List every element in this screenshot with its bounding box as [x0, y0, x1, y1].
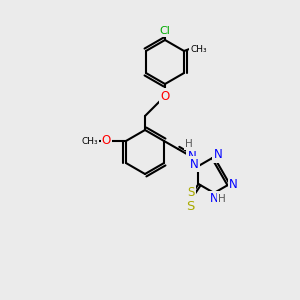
- Text: S: S: [186, 200, 195, 213]
- Text: O: O: [102, 134, 111, 148]
- Text: H: H: [185, 139, 193, 149]
- Text: O: O: [160, 89, 169, 103]
- Text: N: N: [214, 148, 222, 161]
- Text: H: H: [218, 194, 226, 204]
- Text: N: N: [190, 158, 199, 170]
- Text: S: S: [187, 186, 194, 199]
- Text: CH₃: CH₃: [81, 136, 98, 146]
- Text: N: N: [188, 151, 197, 164]
- Text: Cl: Cl: [160, 26, 170, 36]
- Text: CH₃: CH₃: [190, 44, 207, 53]
- Text: N: N: [229, 178, 238, 190]
- Text: N: N: [210, 193, 218, 206]
